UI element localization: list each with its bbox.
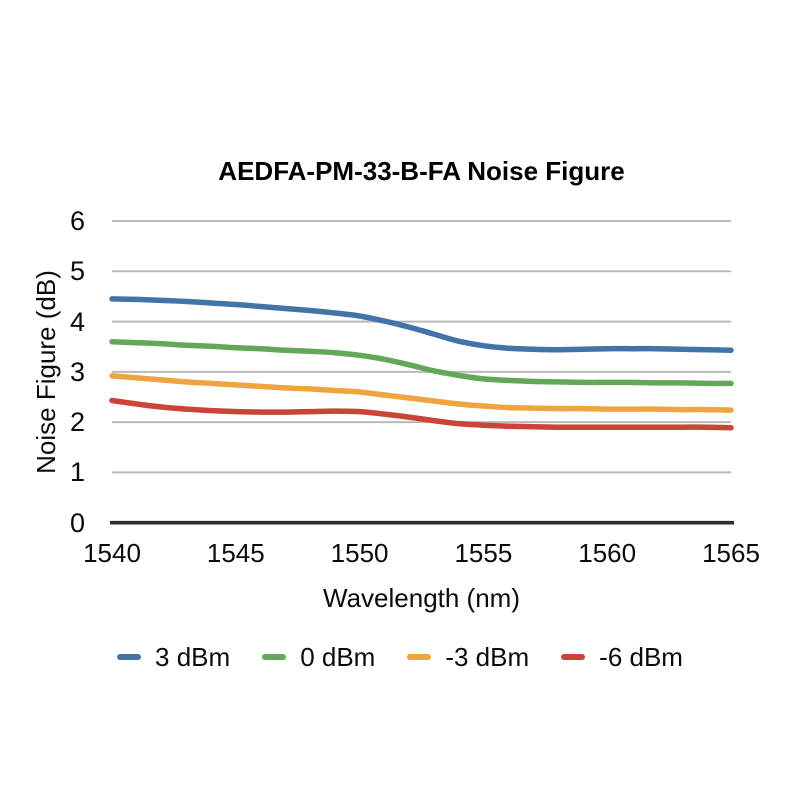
legend-item-0-dbm: 0 dBm: [262, 641, 375, 673]
series-line-0-dbm: [109, 338, 734, 387]
legend-item-6-dbm: -6 dBm: [561, 641, 683, 673]
y-tick-label-0: 0: [69, 507, 85, 538]
legend-swatch-3-dbm: [407, 654, 432, 660]
x-tick-label-1560: 1560: [578, 538, 637, 568]
legend-label: -3 dBm: [445, 642, 530, 672]
x-tick-label-1550: 1550: [330, 538, 389, 568]
x-tick-label-1555: 1555: [454, 538, 513, 568]
series-line-3-dbm: [109, 296, 734, 353]
chart-title: AEDFA-PM-33-B-FA Noise Figure: [218, 156, 625, 186]
legend-item-3-dbm: -3 dBm: [407, 641, 529, 673]
x-tick-label-1545: 1545: [206, 538, 265, 568]
x-tick-label-1565: 1565: [702, 538, 760, 568]
x-axis-title: Wavelength (nm): [323, 583, 520, 613]
legend-swatch-0-dbm: [262, 654, 287, 660]
y-tick-label-6: 6: [69, 206, 85, 236]
y-tick-label-4: 4: [69, 306, 85, 337]
legend-item-3-dbm: 3 dBm: [117, 641, 230, 673]
legend-swatch-3-dbm: [117, 654, 142, 660]
legend: 3 dBm 0 dBm -3 dBm -6 dBm: [0, 641, 800, 673]
legend-label: -6 dBm: [599, 642, 683, 672]
x-tick-label-1540: 1540: [83, 538, 141, 568]
series-line-3-dbm: [109, 373, 734, 413]
legend-label: 3 dBm: [155, 642, 231, 672]
y-tick-label-1: 1: [69, 457, 85, 488]
y-tick-label-5: 5: [69, 256, 85, 287]
y-tick-label-2: 2: [69, 407, 85, 438]
legend-swatch-6-dbm: [561, 654, 586, 660]
series-line-6-dbm: [109, 397, 734, 431]
legend-label: 0 dBm: [300, 642, 376, 672]
y-tick-label-3: 3: [69, 356, 85, 387]
